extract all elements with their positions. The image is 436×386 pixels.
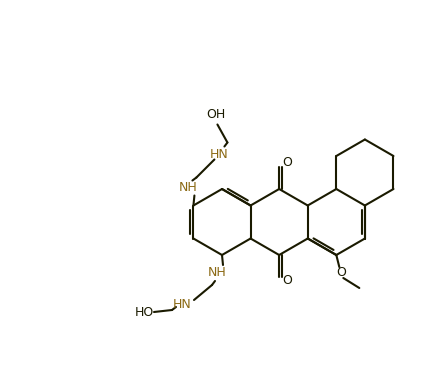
Text: HN: HN [173,298,191,312]
Text: O: O [282,274,292,288]
Text: HO: HO [134,305,153,318]
Text: HN: HN [210,148,229,161]
Text: O: O [282,156,292,169]
Text: O: O [337,266,346,279]
Text: NH: NH [208,266,226,279]
Text: NH: NH [179,181,198,194]
Text: OH: OH [206,108,225,121]
